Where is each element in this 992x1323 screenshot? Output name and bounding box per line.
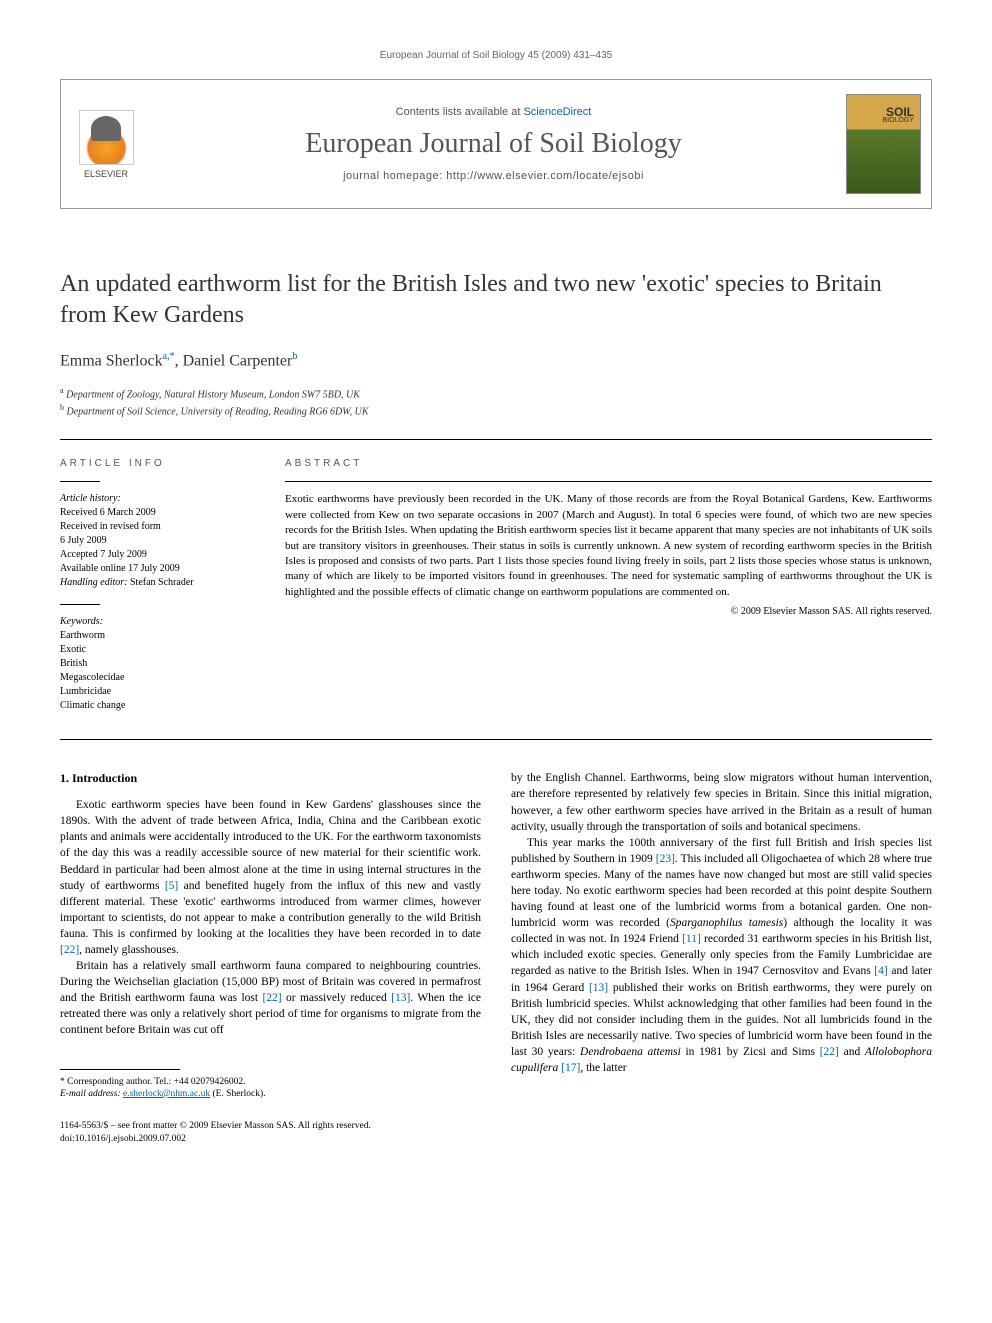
taxon-name: Sparganophilus tamesis [670,917,783,929]
masthead-right [836,80,931,208]
history-line: Accepted 7 July 2009 [60,549,147,560]
abstract-text: Exotic earthworms have previously been r… [285,492,932,600]
homepage-prefix: journal homepage: [343,170,446,182]
corresp-marker: * [170,351,175,362]
affiliation-a: a Department of Zoology, Natural History… [60,385,932,402]
keyword: Exotic [60,644,86,655]
masthead: ELSEVIER Contents lists available at Sci… [60,79,932,209]
masthead-center: Contents lists available at ScienceDirec… [151,80,836,208]
contents-prefix: Contents lists available at [396,106,524,118]
divider [60,739,932,740]
history-line: Available online 17 July 2009 [60,563,180,574]
affiliation-b: b Department of Soil Science, University… [60,402,932,419]
ref-link[interactable]: [17] [561,1062,580,1074]
footnote-rule [60,1069,180,1070]
ref-link[interactable]: [11] [682,933,701,945]
homepage-url: http://www.elsevier.com/locate/ejsobi [446,170,644,182]
ref-link[interactable]: [23] [656,853,675,865]
corresp-line: * Corresponding author. Tel.: +44 020794… [60,1076,481,1088]
corresponding-author-footnote: * Corresponding author. Tel.: +44 020794… [60,1076,481,1101]
article-info-column: ARTICLE INFO Article history: Received 6… [60,458,255,727]
ref-link[interactable]: [4] [874,965,887,977]
journal-homepage-line: journal homepage: http://www.elsevier.co… [343,170,644,182]
sciencedirect-link[interactable]: ScienceDirect [523,106,591,118]
publisher-name: ELSEVIER [84,169,128,179]
body-paragraph: by the English Channel. Earthworms, bein… [511,770,932,834]
keywords-label: Keywords: [60,616,103,627]
info-rule [60,481,100,482]
journal-cover-thumbnail [846,94,921,194]
affiliations: a Department of Zoology, Natural History… [60,385,932,420]
page: European Journal of Soil Biology 45 (200… [0,0,992,1185]
journal-title: European Journal of Soil Biology [305,128,681,160]
email-link[interactable]: e.sherlock@nhm.ac.uk [123,1089,210,1099]
editor-label: Handling editor: [60,577,128,588]
body-paragraph: This year marks the 100th anniversary of… [511,835,932,1076]
author-affref-b: b [292,351,297,362]
history-line: Received in revised form [60,521,161,532]
article-info-header: ARTICLE INFO [60,458,255,469]
publisher-logo-block: ELSEVIER [61,80,151,208]
author-affref-a: a, [163,351,170,362]
abstract-copyright: © 2009 Elsevier Masson SAS. All rights r… [285,606,932,617]
body-columns: 1. Introduction Exotic earthworm species… [60,770,932,1100]
elsevier-tree-icon [79,110,134,165]
ref-link[interactable]: [13] [391,992,410,1004]
keyword: British [60,658,87,669]
info-rule [60,604,100,605]
body-paragraph: Britain has a relatively small earthworm… [60,958,481,1038]
editor-name: Stefan Schrader [130,577,194,588]
keywords-block: Keywords: Earthworm Exotic British Megas… [60,615,255,713]
abstract-header: ABSTRACT [285,458,932,469]
abstract-column: ABSTRACT Exotic earthworms have previous… [285,458,932,727]
ref-link[interactable]: [22] [262,992,281,1004]
ref-link[interactable]: [22] [60,944,79,956]
article-title: An updated earthworm list for the Britis… [60,269,932,331]
history-line: Received 6 March 2009 [60,507,156,518]
ref-link[interactable]: [22] [820,1046,839,1058]
ref-link[interactable]: [5] [165,880,178,892]
keyword: Megascolecidae [60,672,124,683]
taxon-name: Dendrobaena attemsi [580,1046,681,1058]
body-right-column: by the English Channel. Earthworms, bein… [511,770,932,1100]
running-header: European Journal of Soil Biology 45 (200… [60,50,932,61]
keyword: Earthworm [60,630,105,641]
body-left-column: 1. Introduction Exotic earthworm species… [60,770,481,1100]
history-label: Article history: [60,493,121,504]
keyword: Lumbricidae [60,686,111,697]
footer-copyright: 1164-5563/$ – see front matter © 2009 El… [60,1120,932,1132]
email-line: E-mail address: e.sherlock@nhm.ac.uk (E.… [60,1088,481,1100]
body-paragraph: Exotic earthworm species have been found… [60,797,481,958]
keyword: Climatic change [60,700,125,711]
contents-available-line: Contents lists available at ScienceDirec… [396,106,592,118]
author-list: Emma Sherlocka,*, Daniel Carpenterb [60,351,932,370]
article-history-block: Article history: Received 6 March 2009 R… [60,492,255,590]
ref-link[interactable]: [13] [589,982,608,994]
abstract-rule [285,481,932,482]
history-line: 6 July 2009 [60,535,107,546]
info-abstract-row: ARTICLE INFO Article history: Received 6… [60,440,932,739]
page-footer: 1164-5563/$ – see front matter © 2009 El… [60,1120,932,1145]
section-heading: 1. Introduction [60,770,481,787]
footer-doi: doi:10.1016/j.ejsobi.2009.07.002 [60,1133,932,1145]
